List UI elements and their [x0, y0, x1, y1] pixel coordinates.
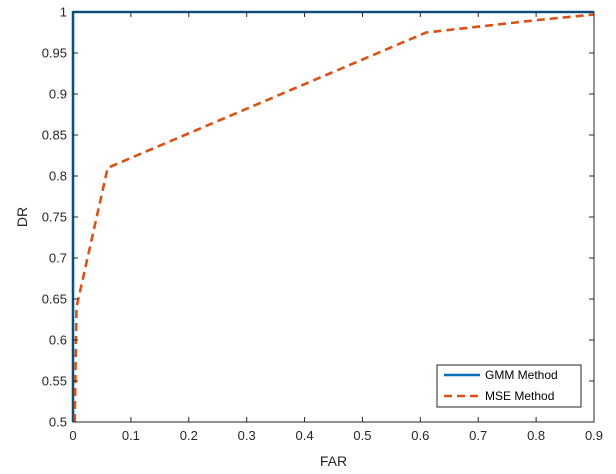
- y-tick-label: 0.7: [49, 251, 67, 266]
- plot-background: [73, 12, 594, 422]
- x-tick-label: 0.4: [296, 428, 314, 443]
- y-tick-label: 0.5: [49, 415, 67, 430]
- x-tick-label: 0.6: [411, 428, 429, 443]
- x-tick-label: 0.1: [122, 428, 140, 443]
- y-tick-label: 0.8: [49, 169, 67, 184]
- legend-box: [436, 364, 582, 408]
- x-tick-label: 0: [69, 428, 76, 443]
- y-tick-label: 1: [60, 5, 67, 20]
- legend: GMM Method MSE Method: [436, 364, 582, 408]
- y-tick-label: 0.85: [42, 128, 67, 143]
- legend-label-mse: MSE Method: [485, 389, 554, 403]
- y-tick-label: 0.55: [42, 374, 67, 389]
- x-tick-label: 0.8: [527, 428, 545, 443]
- y-tick-label: 0.95: [42, 46, 67, 61]
- y-tick-label: 0.9: [49, 87, 67, 102]
- x-tick-label: 0.2: [180, 428, 198, 443]
- y-tick-label: 0.75: [42, 210, 67, 225]
- y-tick-label: 0.6: [49, 333, 67, 348]
- x-axis-label: FAR: [320, 453, 347, 469]
- y-tick-label: 0.65: [42, 292, 67, 307]
- x-tick-label: 0.5: [353, 428, 371, 443]
- x-axis: 0 0.1 0.2 0.3 0.4 0.5 0.6 0.7 0.8 0.9: [69, 12, 603, 443]
- y-axis: 0.5 0.55 0.6 0.65 0.7 0.75 0.8 0.85 0.9 0.95 1: [42, 5, 594, 430]
- legend-label-gmm: GMM Method: [485, 368, 558, 382]
- x-tick-label: 0.3: [238, 428, 256, 443]
- x-tick-label: 0.7: [469, 428, 487, 443]
- series-line-mse: [73, 13, 595, 423]
- x-tick-label: 0.9: [585, 428, 603, 443]
- y-axis-label: DR: [14, 207, 30, 227]
